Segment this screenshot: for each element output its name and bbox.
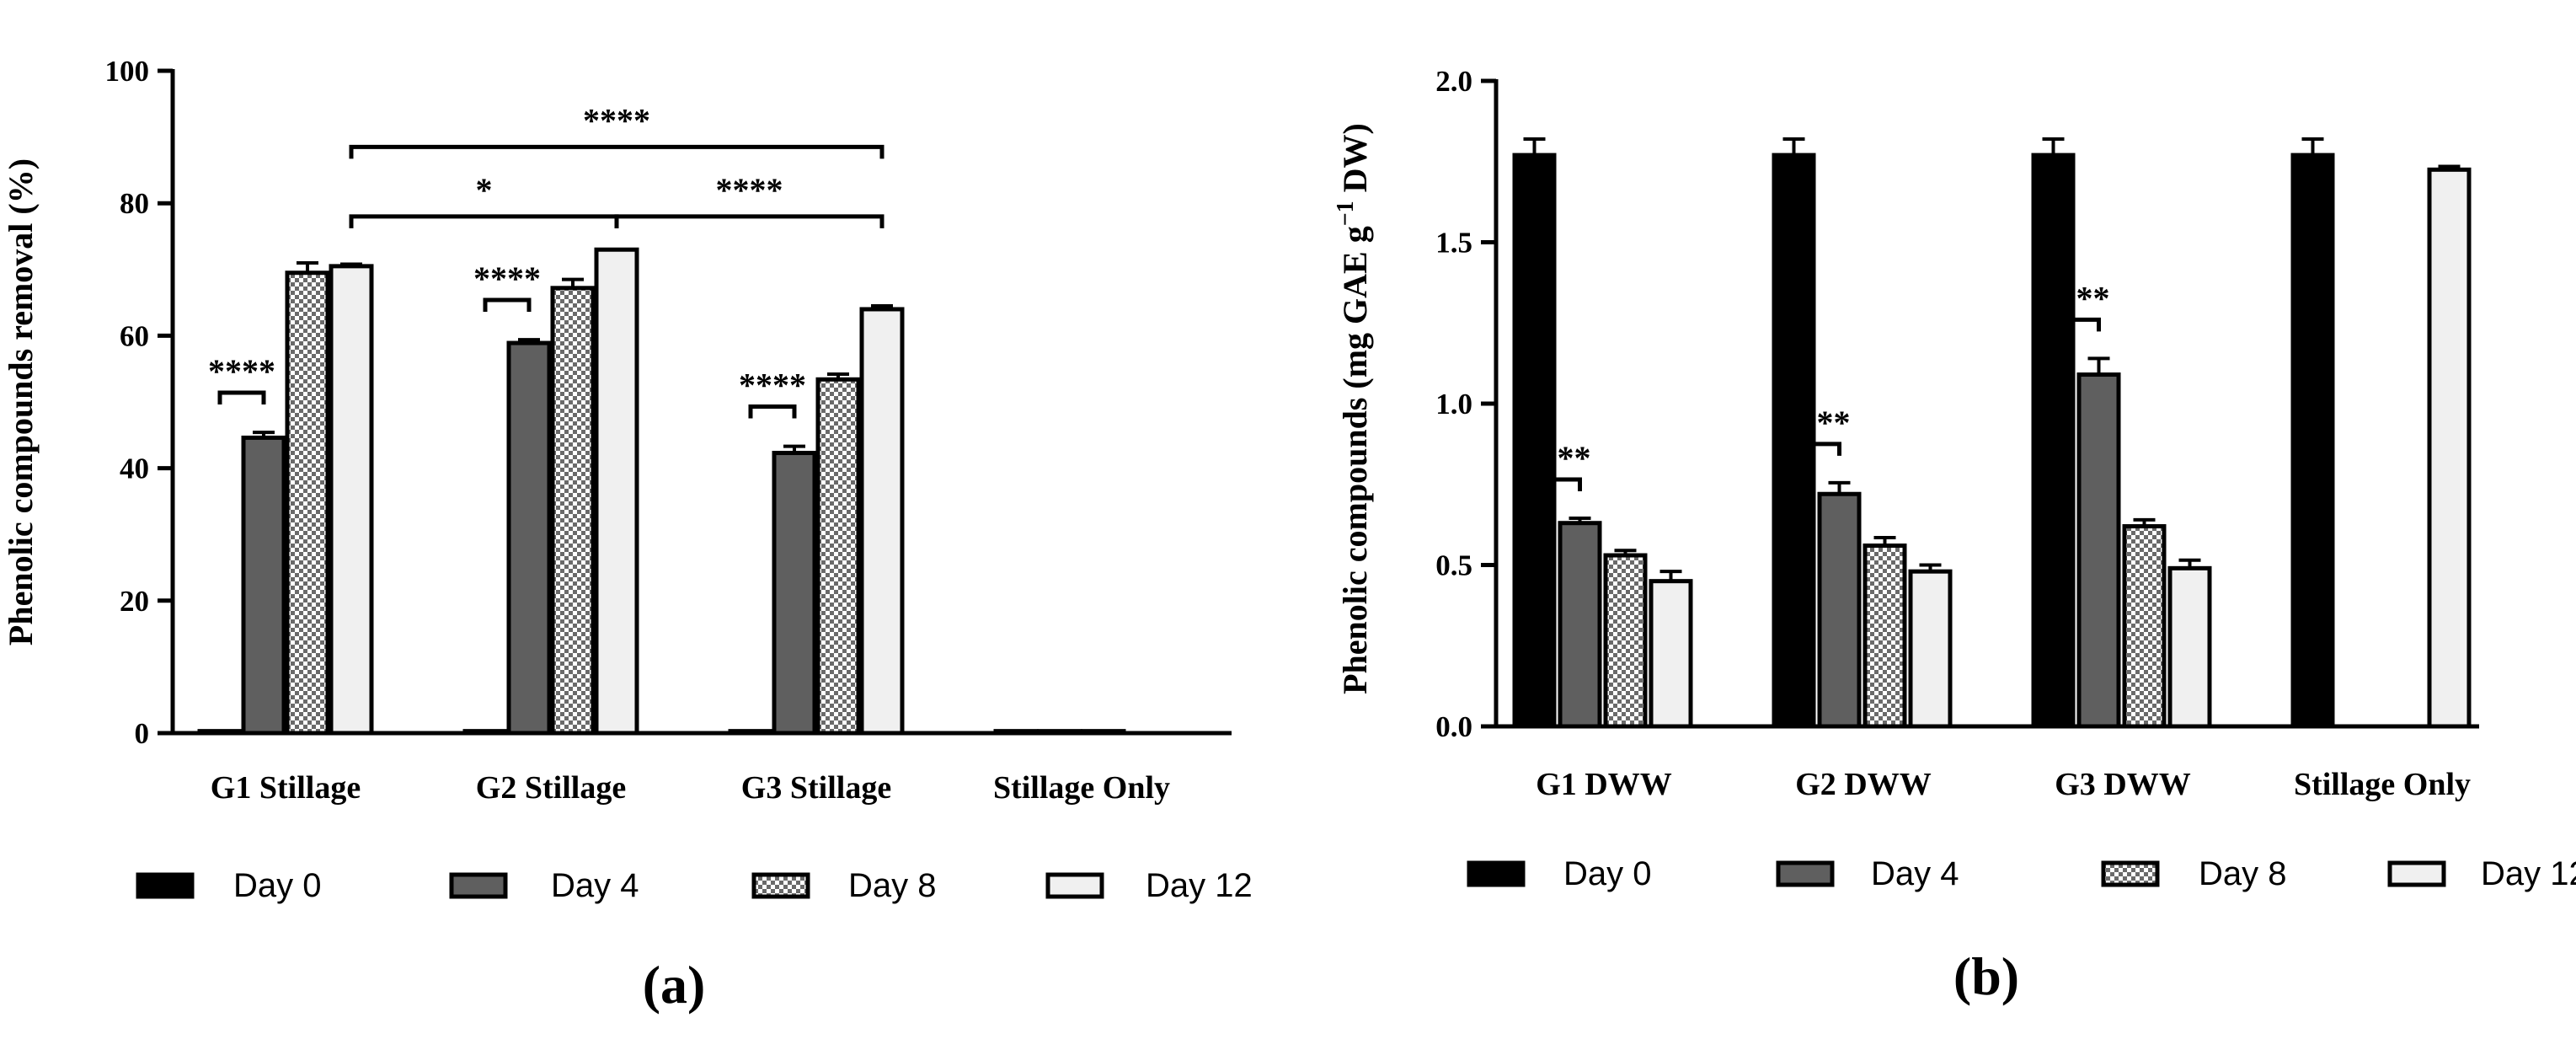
- y-tick-label: 1.5: [1435, 227, 1472, 260]
- y-axis-title-suffix: DW): [1336, 123, 1374, 201]
- legend-swatch-day-12: [1045, 872, 1104, 899]
- legend-label: Day 4: [551, 867, 639, 904]
- significance-label: ****: [208, 352, 275, 390]
- y-axis-title-text: Phenolic compounds removal (%): [2, 158, 40, 645]
- bar-day-4: [506, 340, 552, 736]
- legend-swatch-day-12: [2387, 860, 2446, 887]
- significance-label: ****: [2043, 279, 2110, 317]
- significance-bracket: [217, 390, 266, 404]
- bar-day-8: [2122, 524, 2167, 729]
- panel-label: (a): [643, 955, 706, 1015]
- legend-label: Day 12: [2481, 855, 2576, 892]
- y-tick-label: 0: [135, 717, 150, 750]
- significance-label: ****: [1524, 439, 1591, 477]
- legend-label: Day 12: [1146, 867, 1253, 904]
- bar-day-12: [329, 264, 374, 736]
- x-category-label: Stillage Only: [2294, 767, 2471, 802]
- significance-label: ****: [739, 367, 806, 404]
- legend-swatch-day-8: [751, 872, 810, 899]
- x-category-label: G2 DWW: [1795, 767, 1932, 802]
- y-tick-label: 20: [120, 585, 149, 618]
- bar-day-8: [1081, 729, 1126, 736]
- significance-bracket: [2051, 317, 2101, 332]
- y-tick-label: 100: [105, 55, 150, 88]
- bar-day-0: [462, 729, 508, 736]
- bar-day-12: [1908, 569, 1953, 729]
- significance-bracket: [748, 404, 797, 419]
- significance-bracket: [1792, 442, 1841, 456]
- y-axis-title: Phenolic compounds (mg GAE g−1 DW): [1333, 123, 1374, 694]
- y-tick-label: 80: [120, 187, 149, 220]
- bar-day-12: [594, 247, 639, 736]
- bar-day-0: [197, 729, 243, 736]
- legend-swatch-day-0: [136, 872, 195, 899]
- x-category-label: G2 Stillage: [476, 770, 626, 806]
- bar-day-8: [1603, 553, 1648, 729]
- legend-label: Day 0: [233, 867, 322, 904]
- significance-label: ****: [1783, 404, 1851, 442]
- bar-day-12: [2167, 565, 2212, 729]
- legend-swatch-day-4: [449, 872, 508, 899]
- chart-panel-a: 0 20 40 60 80 100 Phenolic compounds removal (…: [2, 55, 1253, 1015]
- bar-day-4: [772, 451, 817, 736]
- bar-day-12: [859, 307, 905, 736]
- significance-bracket: [349, 214, 619, 228]
- legend-label: Day 4: [1871, 855, 1959, 892]
- chart-panel-b: 0.0 0.5 1.0 1.5 2.0 Phenolic compounds (mg GA…: [1333, 65, 2576, 1006]
- significance-label: ****: [716, 171, 783, 209]
- bar-day-12: [1649, 579, 1693, 729]
- y-tick-label: 60: [120, 319, 149, 352]
- x-category-label: Stillage Only: [993, 770, 1170, 806]
- y-tick-label: 2.0: [1435, 65, 1472, 98]
- bar-day-4: [1558, 521, 1602, 729]
- legend-label: Day 8: [2199, 855, 2287, 892]
- legend-swatch-day-0: [1467, 860, 1526, 887]
- bar-day-4: [241, 435, 286, 736]
- bar-day-0: [728, 729, 773, 736]
- y-axis-title-text: Phenolic compounds (mg GAE g: [1336, 226, 1374, 694]
- bar-day-0: [2031, 153, 2076, 729]
- significance-label: *: [476, 171, 493, 209]
- bar-day-4: [1037, 729, 1082, 736]
- significance-label: ****: [473, 260, 541, 297]
- significance-bracket: [1532, 477, 1582, 492]
- significance-label: ****: [583, 101, 650, 139]
- x-category-label: G3 Stillage: [741, 770, 891, 806]
- bar-day-8: [815, 377, 861, 736]
- significance-bracket: [614, 214, 884, 228]
- x-category-label: G3 DWW: [2055, 767, 2191, 802]
- bar-day-4: [2076, 372, 2121, 729]
- x-category-label: G1 DWW: [1536, 767, 1672, 802]
- legend-label: Day 8: [848, 867, 937, 904]
- y-tick-label: 1.0: [1435, 388, 1472, 420]
- legend-swatch-day-8: [2101, 860, 2160, 887]
- bar-day-0: [993, 729, 1039, 736]
- y-tick-label: 0.5: [1435, 549, 1472, 582]
- significance-bracket: [483, 297, 532, 312]
- panel-label: (b): [1953, 946, 2019, 1006]
- bar-day-12: [2427, 167, 2472, 729]
- y-tick-label: 40: [120, 453, 149, 485]
- bar-day-4: [1817, 491, 1862, 729]
- legend-swatch-day-4: [1776, 860, 1835, 887]
- legend-label: Day 0: [1563, 855, 1652, 892]
- bar-day-8: [1863, 544, 1907, 729]
- x-category-label: G1 Stillage: [211, 770, 361, 806]
- y-axis-title-superscript: −1: [1333, 201, 1359, 226]
- y-axis-title: Phenolic compounds removal (%): [2, 158, 40, 645]
- y-tick-label: 0.0: [1435, 710, 1472, 743]
- significance-bracket: [349, 144, 884, 159]
- bar-day-0: [2290, 153, 2335, 729]
- bar-day-8: [285, 270, 330, 736]
- bar-day-8: [550, 286, 596, 736]
